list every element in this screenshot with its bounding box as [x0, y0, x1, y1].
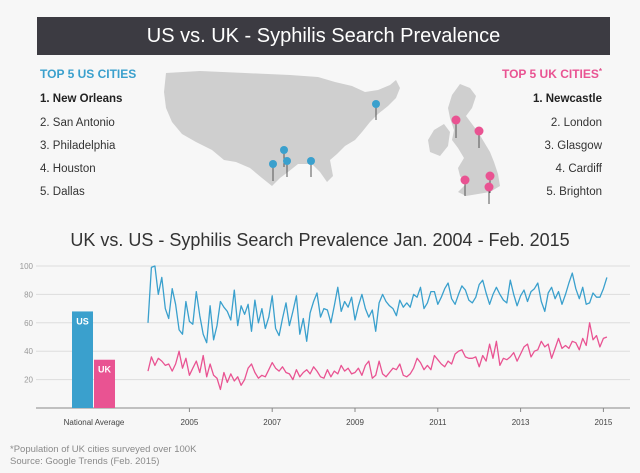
uk-city-2: 2. London — [550, 117, 602, 129]
uk-city-5: 5. Brighton — [546, 186, 602, 198]
y-tick-40: 40 — [24, 347, 33, 356]
us-city-2: 2. San Antonio — [40, 117, 115, 129]
us-cities-heading: TOP 5 US CITIES — [40, 67, 137, 81]
gridlines — [36, 265, 630, 409]
x-tick-2015: 2015 — [595, 418, 613, 427]
us-city-5: 5. Dallas — [40, 186, 85, 198]
y-tick-100: 100 — [20, 262, 34, 271]
x-tick-2005: 2005 — [181, 418, 199, 427]
x-tick-2009: 2009 — [346, 418, 364, 427]
uk-city-1: 1. Newcastle — [532, 93, 602, 105]
y-tick-60: 60 — [24, 319, 33, 328]
y-tick-20: 20 — [24, 376, 33, 385]
us-city-1: 1. New Orleans — [40, 93, 123, 105]
maps-graphic — [164, 71, 500, 204]
series-lines — [147, 265, 608, 391]
national-average-bars: US UK National Average — [64, 311, 125, 427]
uk-map — [448, 84, 500, 196]
uk-cities-heading-text: TOP 5 UK CITIES — [501, 67, 599, 81]
bar-label-us: US — [76, 316, 89, 326]
us-map — [164, 71, 400, 186]
x-axis: 2005 2007 2009 2011 2013 2015 — [181, 408, 613, 427]
uk-city-pins — [451, 115, 495, 204]
footnote-star: * — [598, 67, 602, 76]
us-city-pins — [269, 100, 380, 181]
bar-us — [72, 311, 93, 408]
infographic-title: US vs. UK - Syphilis Search Prevalence — [37, 17, 610, 55]
series-line-uk — [147, 322, 608, 391]
x-tick-2013: 2013 — [512, 418, 530, 427]
uk-city-4: 4. Cardiff — [555, 163, 602, 175]
uk-cities-heading: TOP 5 UK CITIES* — [502, 67, 602, 81]
population-footnote: *Population of UK cities surveyed over 1… — [10, 444, 197, 455]
y-axis: 20 40 60 80 100 — [20, 262, 34, 385]
ireland-map — [428, 124, 450, 156]
uk-city-3: 3. Glasgow — [544, 140, 602, 152]
bar-uk — [94, 359, 115, 408]
chart-title: UK vs. US - Syphilis Search Prevalence J… — [70, 230, 570, 250]
x-tick-2011: 2011 — [429, 418, 447, 427]
y-tick-80: 80 — [24, 290, 33, 299]
us-city-4: 4. Houston — [40, 163, 96, 175]
x-tick-2007: 2007 — [263, 418, 281, 427]
series-line-us — [147, 265, 608, 344]
national-average-label: National Average — [64, 418, 125, 427]
us-city-3: 3. Philadelphia — [40, 140, 116, 152]
bar-label-uk: UK — [98, 365, 111, 375]
source-note: Source: Google Trends (Feb. 2015) — [10, 456, 160, 467]
